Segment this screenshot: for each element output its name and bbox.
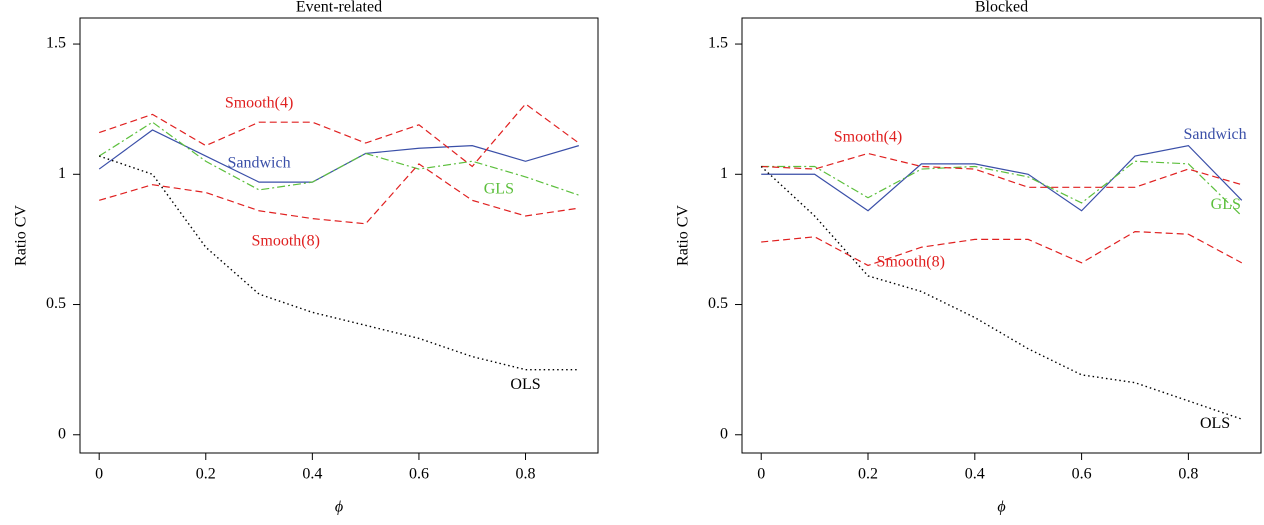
y-tick-label: 0 — [720, 425, 728, 442]
series-label: Sandwich — [228, 155, 291, 172]
x-tick-label: 0.2 — [858, 466, 878, 483]
y-tick-label: 0 — [58, 425, 66, 442]
series-label: Smooth(4) — [834, 128, 902, 145]
series-label: GLS — [1211, 196, 1241, 213]
x-tick-label: 0.2 — [196, 466, 216, 483]
series-line — [98, 103, 580, 168]
panel: Blocked ϕ Ratio CV 0 0.2 0.4 0.6 0.8 0 0.5 1 1.5 San… — [675, 0, 1262, 516]
x-tick-label: 0.6 — [1072, 466, 1092, 483]
panel-title: Blocked — [975, 0, 1028, 16]
series-line — [761, 160, 1243, 217]
y-tick-label: 0.5 — [708, 295, 728, 312]
series-line — [761, 230, 1243, 267]
series-label: Smooth(8) — [251, 233, 319, 250]
series-line — [761, 152, 1242, 188]
panel-title: Event-related — [296, 0, 382, 16]
x-tick-label: 0 — [95, 466, 103, 483]
x-tick-label: 0.4 — [965, 466, 985, 483]
x-tick-label: 0.4 — [302, 466, 322, 483]
series-label: OLS — [510, 376, 540, 393]
series-line — [98, 121, 580, 196]
x-axis-label: ϕ — [997, 499, 1005, 516]
x-axis-label: ϕ — [335, 499, 343, 516]
plot-frame — [79, 17, 599, 454]
series-line — [98, 129, 579, 183]
series-label: GLS — [484, 181, 514, 198]
y-tick-label: 0.5 — [46, 295, 66, 312]
series-label: Smooth(4) — [225, 95, 293, 112]
x-tick-label: 0.8 — [516, 466, 536, 483]
y-axis-label: Ratio CV — [13, 205, 30, 266]
panel: Event-related ϕ Ratio CV 0 0.2 0.4 0.6 0.8 0 0.5 1… — [13, 0, 599, 516]
y-tick-label: 1 — [720, 165, 728, 182]
x-tick-label: 0.6 — [409, 466, 429, 483]
series-label: Smooth(8) — [877, 254, 945, 271]
series-label: OLS — [1200, 415, 1230, 432]
y-tick-label: 1 — [58, 165, 66, 182]
series-line — [99, 163, 579, 225]
x-tick-label: 0.8 — [1178, 466, 1198, 483]
series-line — [760, 165, 1243, 420]
y-axis-label: Ratio CV — [675, 205, 692, 266]
y-tick-label: 1.5 — [46, 35, 66, 52]
plot-frame — [741, 17, 1262, 454]
x-tick-label: 0 — [757, 466, 765, 483]
series-line — [761, 144, 1243, 212]
series-label: Sandwich — [1184, 126, 1247, 143]
y-tick-label: 1.5 — [708, 35, 728, 52]
